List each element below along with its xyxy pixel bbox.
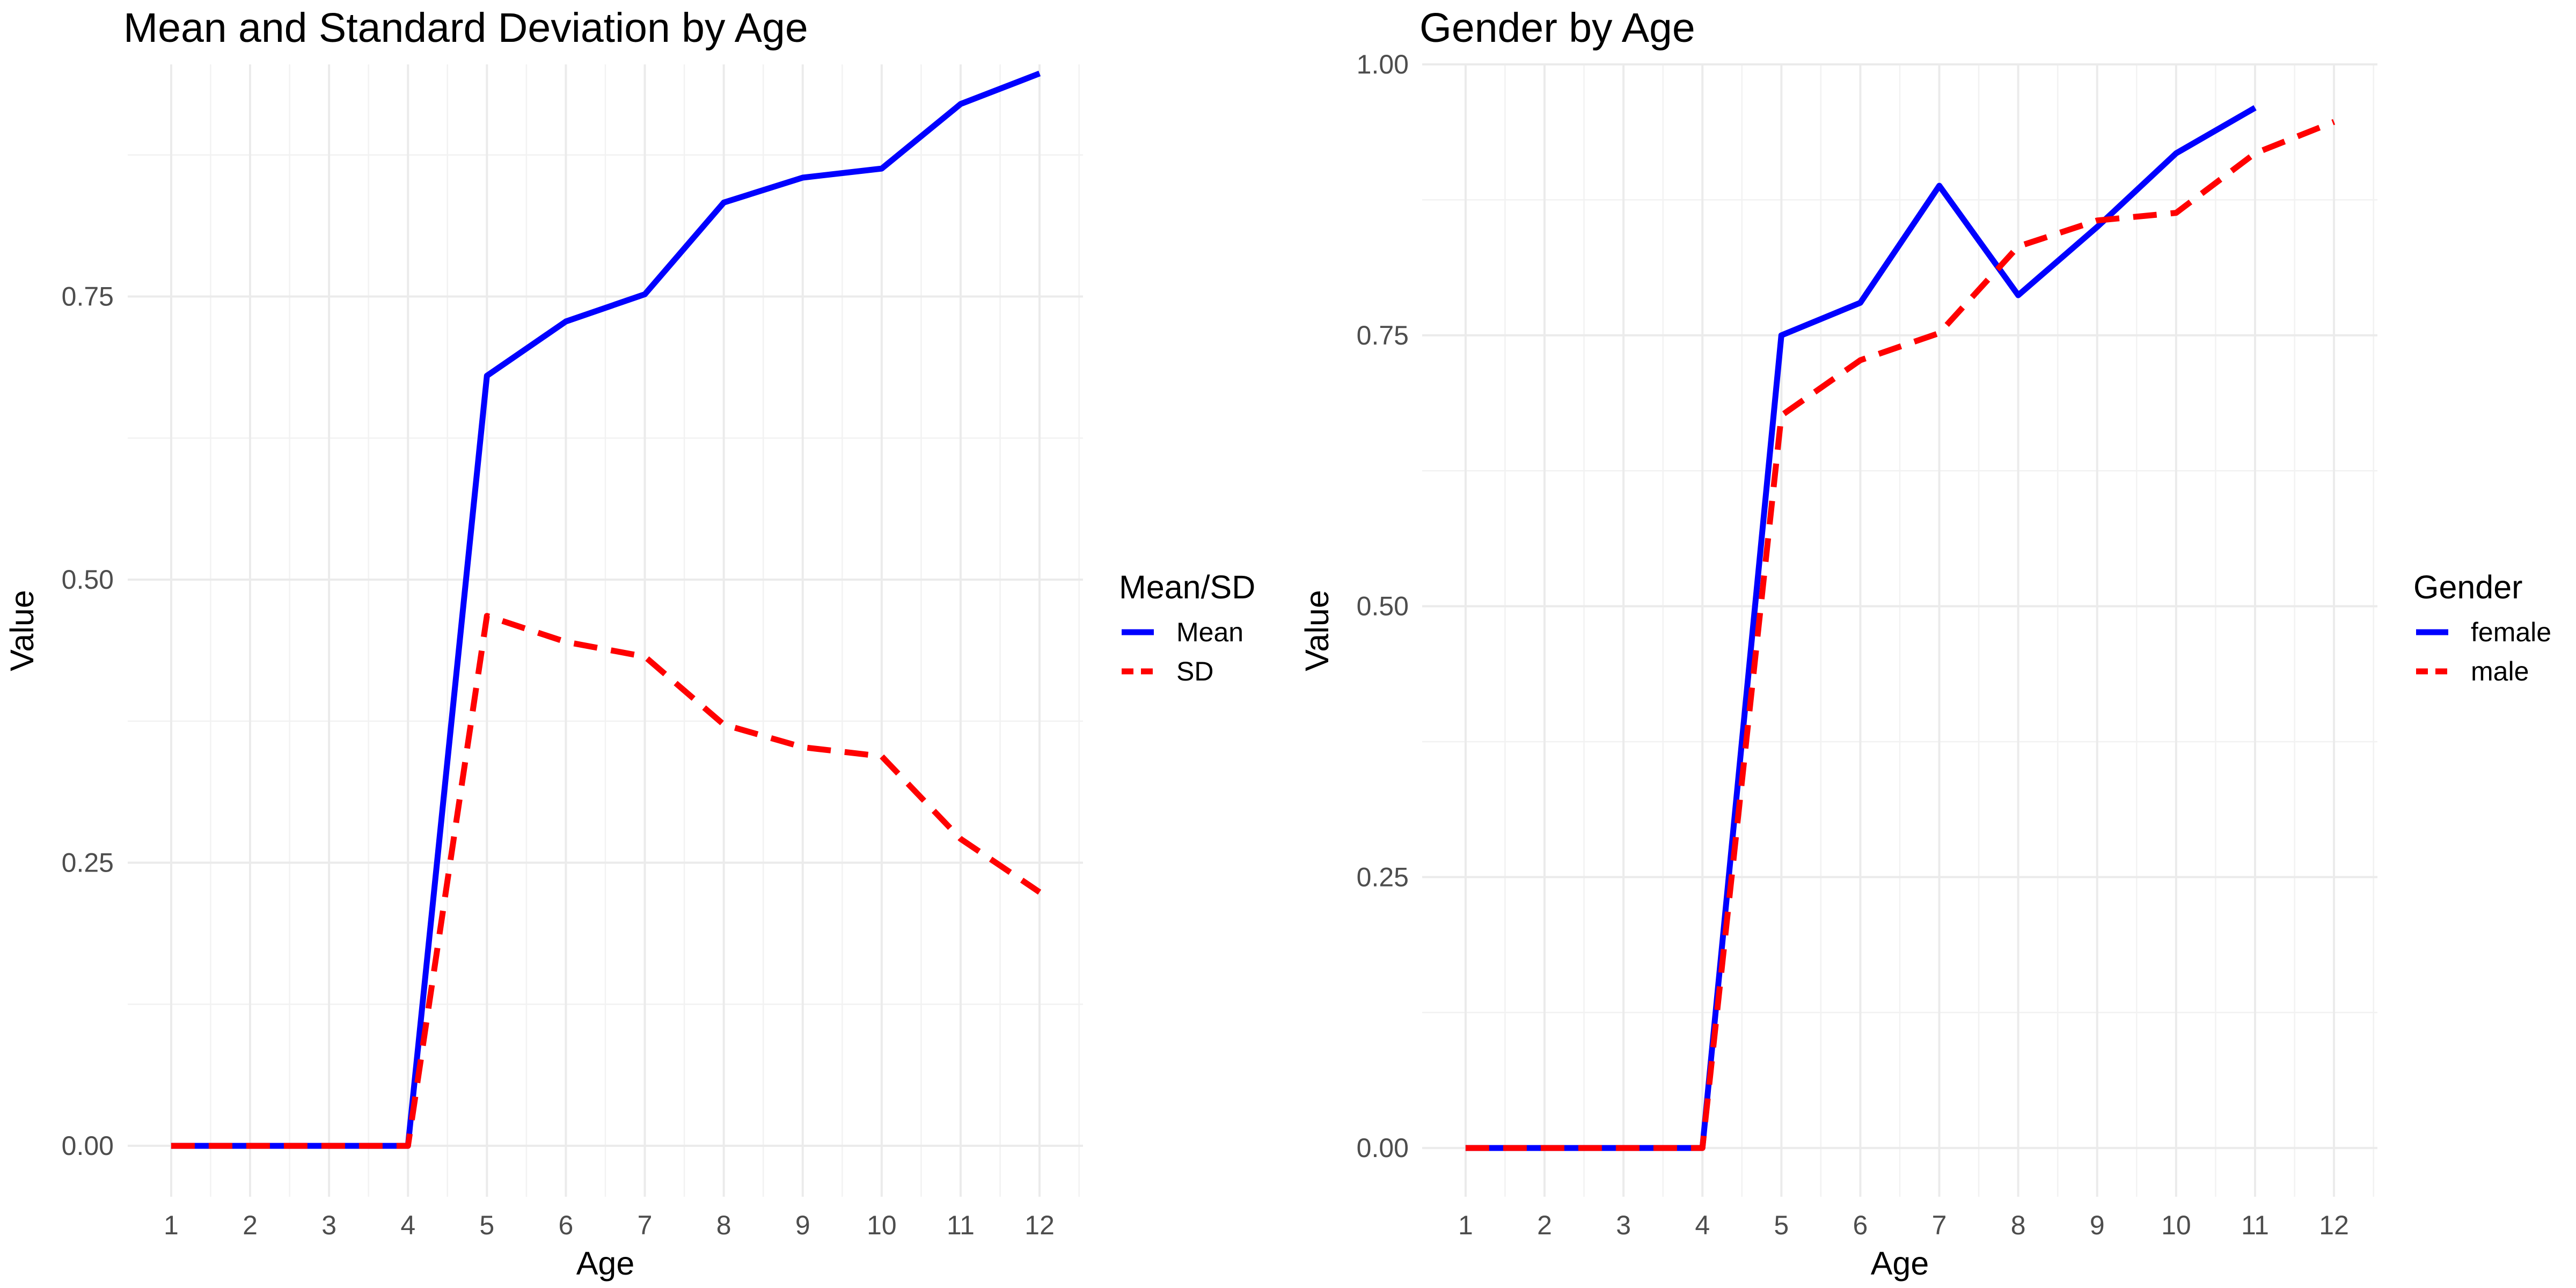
y-tick-label: 0.00 [1357, 1133, 1409, 1163]
x-tick-label: 3 [321, 1210, 336, 1240]
legend: Mean/SD Mean SD [1119, 569, 1255, 686]
x-tick-label: 2 [243, 1210, 258, 1240]
x-tick-label: 3 [1616, 1210, 1631, 1240]
y-tick-label: 0.25 [1357, 862, 1409, 892]
y-tick-label: 0.50 [1357, 591, 1409, 621]
x-tick-label: 5 [479, 1210, 494, 1240]
x-tick-label: 9 [795, 1210, 810, 1240]
legend-title: Mean/SD [1119, 569, 1255, 605]
series-line-male [1465, 119, 2336, 1151]
x-tick-label: 1 [1458, 1210, 1473, 1240]
chart-title: Mean and Standard Deviation by Age [123, 5, 808, 51]
x-tick-label: 2 [1537, 1210, 1552, 1240]
x-tick-label: 11 [2241, 1210, 2269, 1240]
x-tick-label: 9 [2090, 1210, 2105, 1240]
legend-label: female [2471, 617, 2551, 647]
tick-labels: 1 2 3 4 5 6 7 8 9 10 11 120.000.250.500.75 [62, 282, 1055, 1240]
y-axis-title: Value [1299, 590, 1335, 671]
x-tick-label: 10 [2161, 1210, 2191, 1240]
series-group [1465, 105, 2336, 1151]
legend-title: Gender [2413, 569, 2522, 605]
x-axis-title: Age [1871, 1245, 1929, 1282]
series-group [171, 70, 1042, 1149]
x-tick-label: 5 [1774, 1210, 1789, 1240]
y-tick-label: 0.50 [62, 565, 114, 595]
x-tick-label: 7 [638, 1210, 653, 1240]
x-tick-label: 8 [716, 1210, 731, 1240]
x-tick-label: 1 [164, 1210, 179, 1240]
series-line-sd [171, 613, 1042, 1149]
chart-2: 1 2 3 4 5 6 7 8 9 10 11 120.000.250.500.751.00Gende… [1299, 5, 2551, 1282]
gridlines [1422, 63, 2377, 1197]
y-tick-label: 0.75 [1357, 320, 1409, 350]
gridlines [128, 64, 1083, 1197]
y-axis-title: Value [4, 590, 40, 671]
y-tick-label: 0.00 [62, 1131, 114, 1161]
x-tick-label: 7 [1932, 1210, 1947, 1240]
legend: Gender female male [2413, 569, 2551, 686]
y-tick-label: 0.25 [62, 848, 114, 878]
chart-title: Gender by Age [1419, 5, 1695, 51]
x-tick-label: 12 [2319, 1210, 2349, 1240]
x-tick-label: 6 [559, 1210, 574, 1240]
x-tick-label: 12 [1024, 1210, 1055, 1240]
series-line-mean [171, 70, 1041, 1149]
y-tick-label: 1.00 [1357, 49, 1409, 79]
legend-label: male [2471, 656, 2529, 686]
x-tick-label: 8 [2011, 1210, 2026, 1240]
tick-labels: 1 2 3 4 5 6 7 8 9 10 11 120.000.250.500.751.00 [1357, 49, 2349, 1240]
legend-label: SD [1176, 656, 1213, 686]
y-tick-label: 0.75 [62, 282, 114, 312]
x-tick-label: 10 [867, 1210, 897, 1240]
x-tick-label: 4 [400, 1210, 415, 1240]
x-tick-label: 4 [1695, 1210, 1710, 1240]
legend-label: Mean [1176, 617, 1243, 647]
x-tick-label: 11 [947, 1210, 975, 1240]
x-tick-label: 6 [1853, 1210, 1868, 1240]
x-axis-title: Age [576, 1245, 635, 1282]
